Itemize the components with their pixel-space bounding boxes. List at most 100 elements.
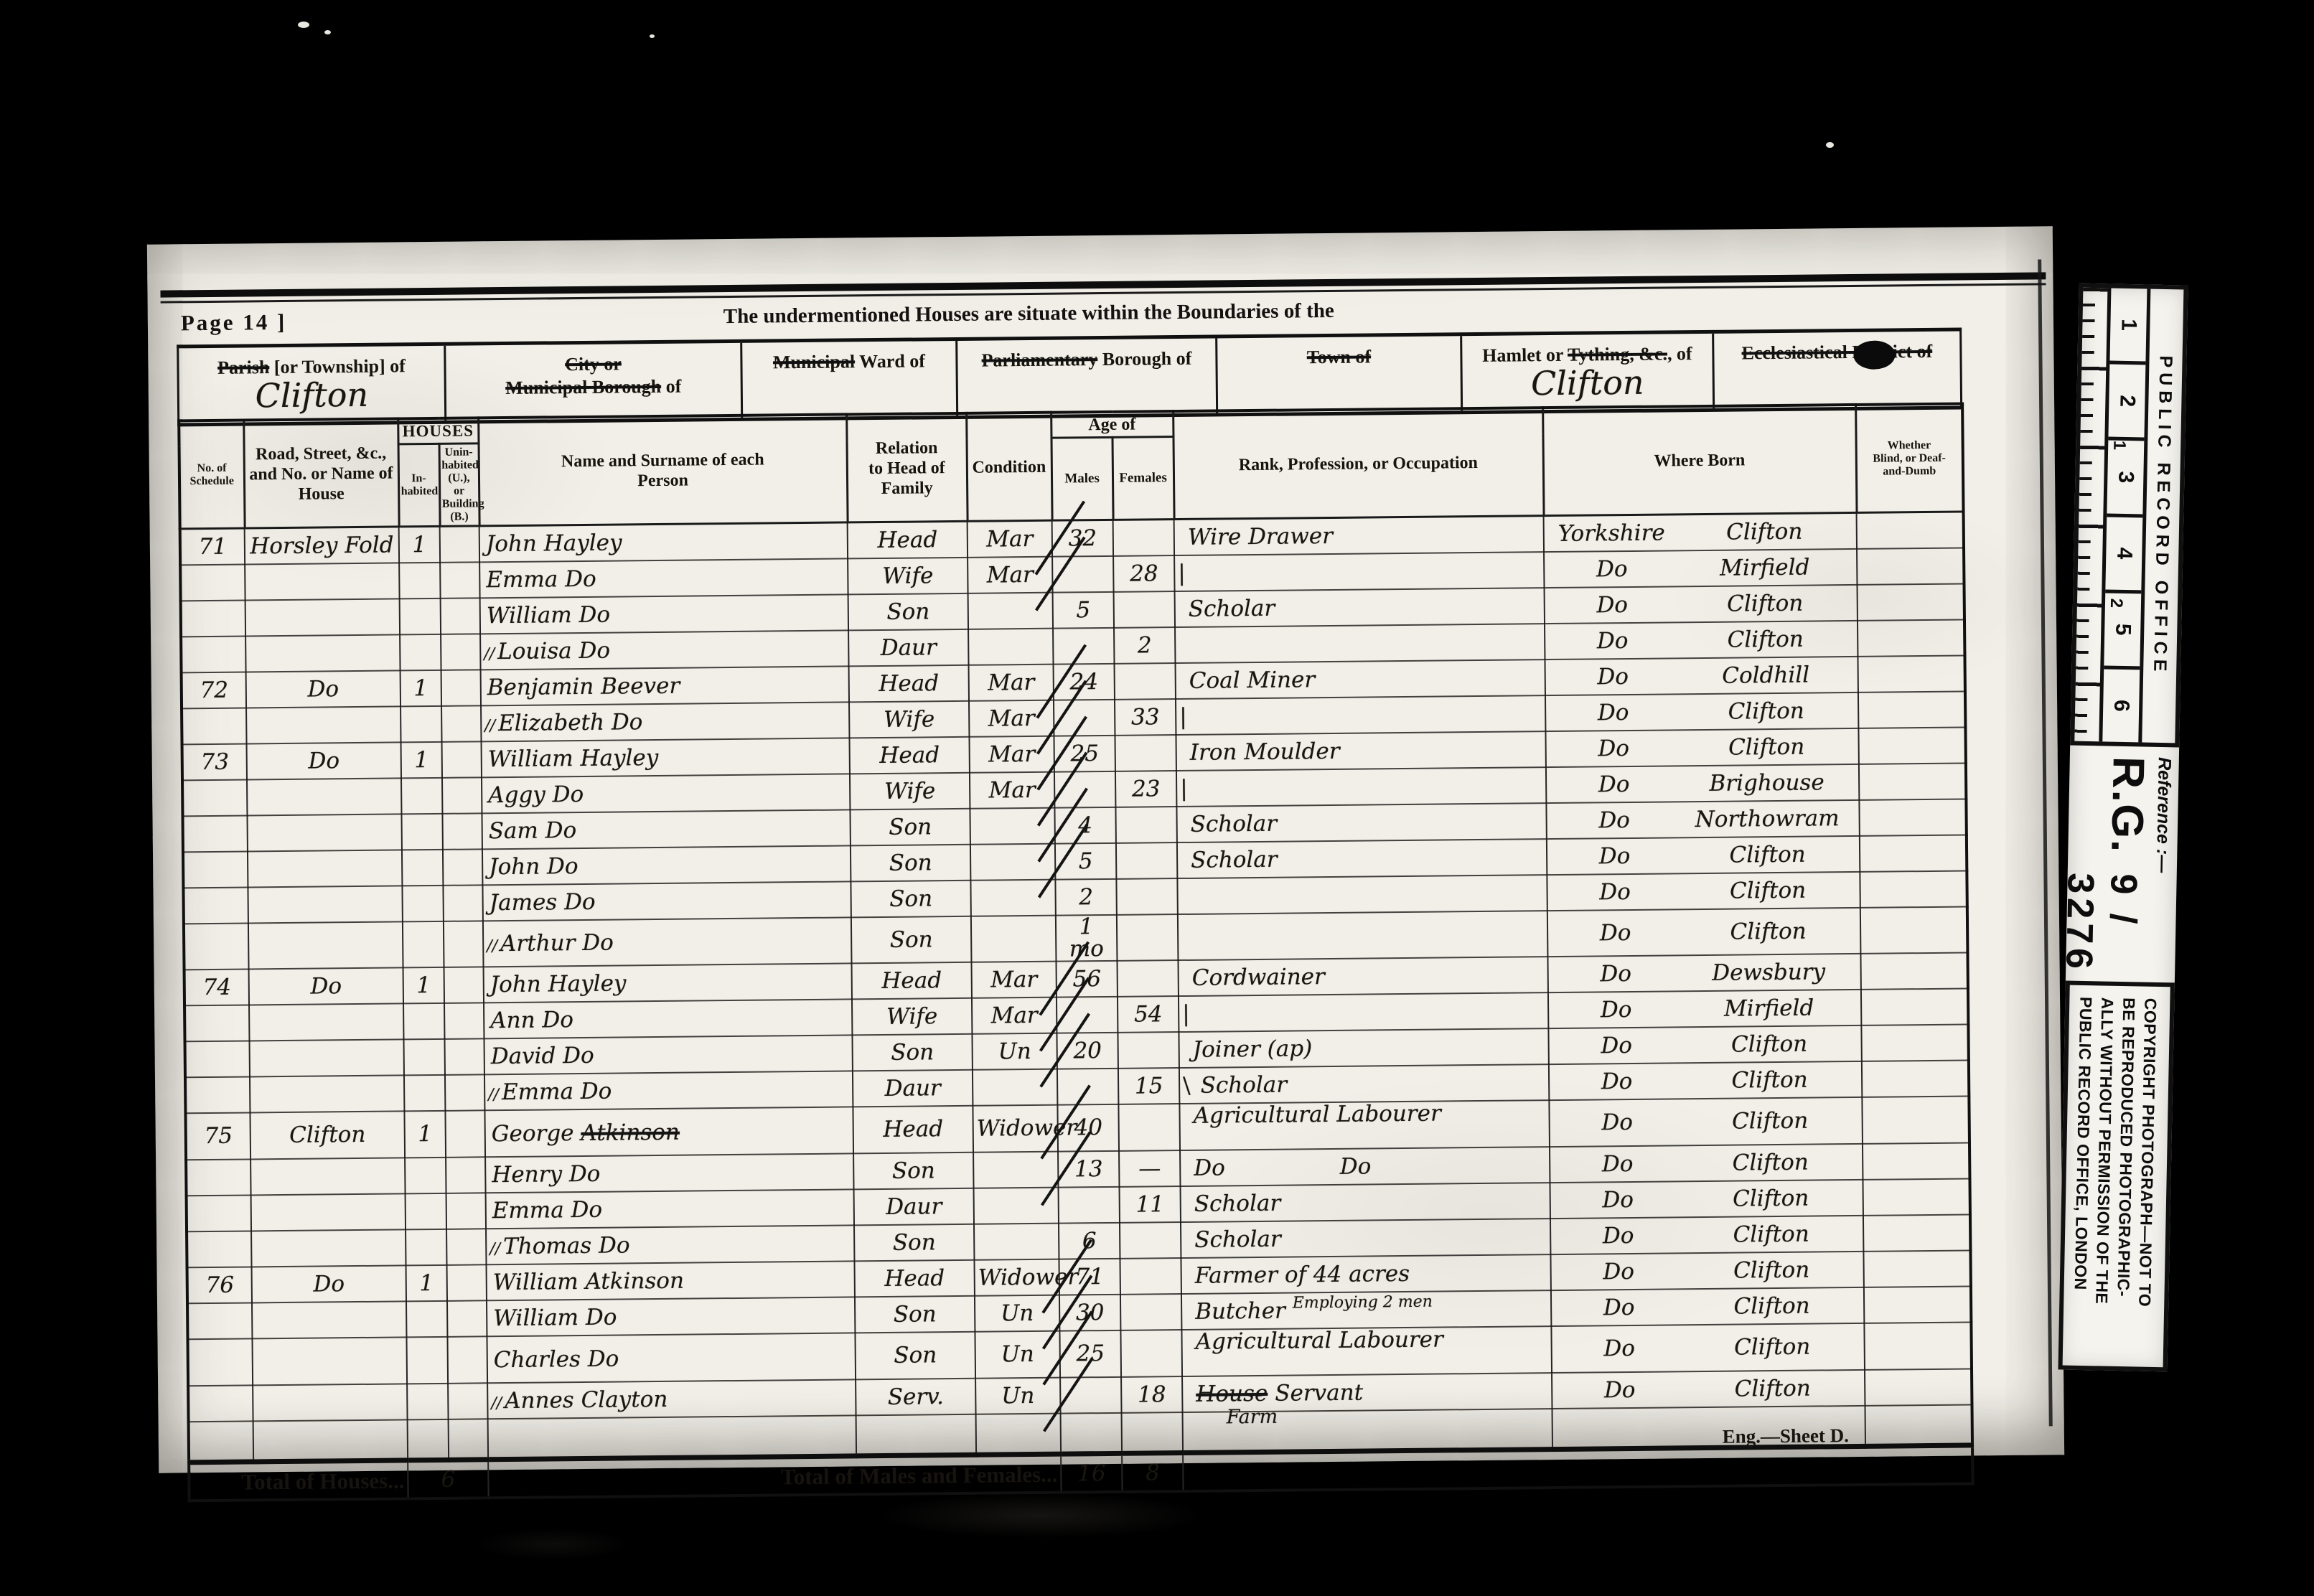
schedule-number: 76	[187, 1267, 253, 1304]
person-name-cell: John Hayley	[479, 522, 848, 563]
born-place: Clifton	[1729, 841, 1806, 868]
condition	[970, 843, 1056, 881]
census-page: Page 14 ] The undermentioned Houses are …	[146, 226, 2065, 1503]
inhabited-mark	[406, 1300, 448, 1338]
col-header-houses: HOUSES	[398, 418, 479, 444]
born-county: Do	[1602, 1222, 1634, 1249]
location-box: City or Municipal Borough of	[446, 342, 744, 421]
blind-deaf-cell	[1858, 763, 1967, 800]
person-name-cell: //Thomas Do	[486, 1225, 855, 1265]
person-name-struck: Atkinson	[581, 1119, 680, 1146]
person-name: Henry Do	[492, 1160, 601, 1188]
where-born-cell: Do Clifton	[1544, 584, 1858, 624]
condition: Widower	[973, 1104, 1077, 1153]
occupation-cell: Agricultural Labourer	[1179, 1100, 1550, 1151]
col-header-born: Where Born	[1542, 404, 1857, 516]
born-county: Yorkshire	[1558, 520, 1665, 547]
occupation-cell: \ Scholar	[1179, 1064, 1550, 1104]
person-name: William Hayley	[487, 744, 659, 773]
inhabited-mark	[407, 1383, 449, 1420]
road-name	[245, 634, 400, 672]
blind-deaf-cell	[1860, 906, 1968, 954]
road-name	[249, 1039, 404, 1077]
reference-section: Reference :— R.G. 9 / 3276	[2058, 746, 2179, 983]
schedule-number	[188, 1385, 253, 1422]
col-header-males: Males	[1051, 437, 1113, 521]
person-name: Benjamin Beever	[487, 672, 680, 701]
person-name-cell: George Atkinson	[484, 1107, 854, 1158]
location-label: City or Municipal Borough of	[505, 353, 682, 398]
location-handwritten-value: Clifton	[255, 375, 369, 416]
blind-deaf-cell	[1863, 1250, 1971, 1287]
blind-deaf-cell	[1865, 1369, 1972, 1406]
tally-mark: \	[1183, 1072, 1191, 1099]
uninhabited-mark	[441, 705, 482, 742]
person-name: Arthur Do	[500, 929, 614, 957]
age-female	[1112, 519, 1175, 556]
born-place: Clifton	[1729, 877, 1807, 904]
inhabited-mark: 1	[403, 967, 445, 1004]
condition	[970, 915, 1057, 962]
age-female	[1116, 878, 1178, 915]
born-county: Do	[1597, 663, 1629, 690]
inhabited-mark	[406, 1336, 449, 1384]
relation-to-head: Daur	[853, 1188, 975, 1226]
age-female	[1116, 914, 1179, 961]
occupation: Iron Moulder	[1189, 738, 1340, 766]
where-born-cell: Do Clifton	[1545, 728, 1859, 768]
uninhabited-mark	[444, 1038, 484, 1075]
total-houses-label: Total of Houses...	[189, 1460, 408, 1501]
road-name	[247, 778, 402, 816]
born-place: Clifton	[1726, 590, 1804, 617]
condition	[973, 1151, 1059, 1188]
person-name-cell: William Hayley	[481, 738, 850, 778]
occupation: Scholar	[1188, 595, 1275, 622]
age-male: 1 mo	[1055, 914, 1118, 962]
census-table: No. of Schedule Road, Street, &c., and N…	[177, 402, 1975, 1503]
born-place: Clifton	[1733, 1257, 1810, 1284]
occupation-note: Employing 2 men	[1292, 1292, 1433, 1313]
location-box: Parish [or Township] of Clifton	[179, 345, 447, 423]
occupation-cell	[1175, 624, 1545, 664]
road-name: Clifton	[250, 1111, 406, 1160]
person-name-cell: James Do	[482, 881, 851, 921]
born-place: Coldhill	[1722, 662, 1810, 689]
blind-deaf-cell	[1858, 655, 1965, 693]
born-county: Do	[1600, 960, 1632, 987]
occupation-cell: Butcher Employing 2 men	[1181, 1290, 1552, 1330]
total-males-females-label: Total of Males and Females...	[488, 1454, 1062, 1498]
reference-label: Reference :—	[2152, 756, 2175, 873]
born-county: Do	[1596, 591, 1629, 618]
person-name-cell: Ann Do	[484, 999, 853, 1039]
road-name: Do	[248, 967, 404, 1005]
person-name-cell: //Elizabeth Do	[481, 702, 850, 742]
household-end-mark: //	[490, 1240, 501, 1259]
uninhabited-mark	[442, 849, 483, 886]
person-name-cell: David Do	[484, 1035, 853, 1075]
occupation-cell: House Servant Farm	[1182, 1373, 1552, 1428]
relation-to-head: Wife	[851, 998, 973, 1036]
condition: Un	[972, 1033, 1057, 1070]
location-label: Town of	[1306, 346, 1372, 368]
where-born-cell: Do Clifton	[1550, 1251, 1864, 1291]
inhabited-mark	[403, 1038, 445, 1076]
relation-to-head: Wife	[848, 557, 968, 595]
inhabited-mark	[402, 885, 444, 922]
age-male: 5	[1052, 591, 1115, 629]
uninhabited-mark	[446, 1229, 487, 1265]
born-place: Northowram	[1695, 804, 1840, 832]
occupation-cell: Iron Moulder	[1176, 731, 1546, 771]
age-female: 15	[1118, 1068, 1180, 1104]
born-place: Clifton	[1734, 1375, 1811, 1402]
relation-to-head: Son	[855, 1331, 976, 1380]
relation-to-head: Son	[853, 1152, 974, 1190]
occupation-cell: Do Do	[1180, 1147, 1550, 1187]
person-name: William Do	[486, 601, 611, 629]
blind-deaf-cell	[1863, 1142, 1970, 1180]
blind-deaf-cell	[1860, 952, 1968, 990]
location-box: Parliamentary Borough of	[957, 338, 1219, 416]
condition	[968, 628, 1054, 665]
road-name	[249, 1075, 405, 1113]
road-name	[250, 1158, 406, 1196]
